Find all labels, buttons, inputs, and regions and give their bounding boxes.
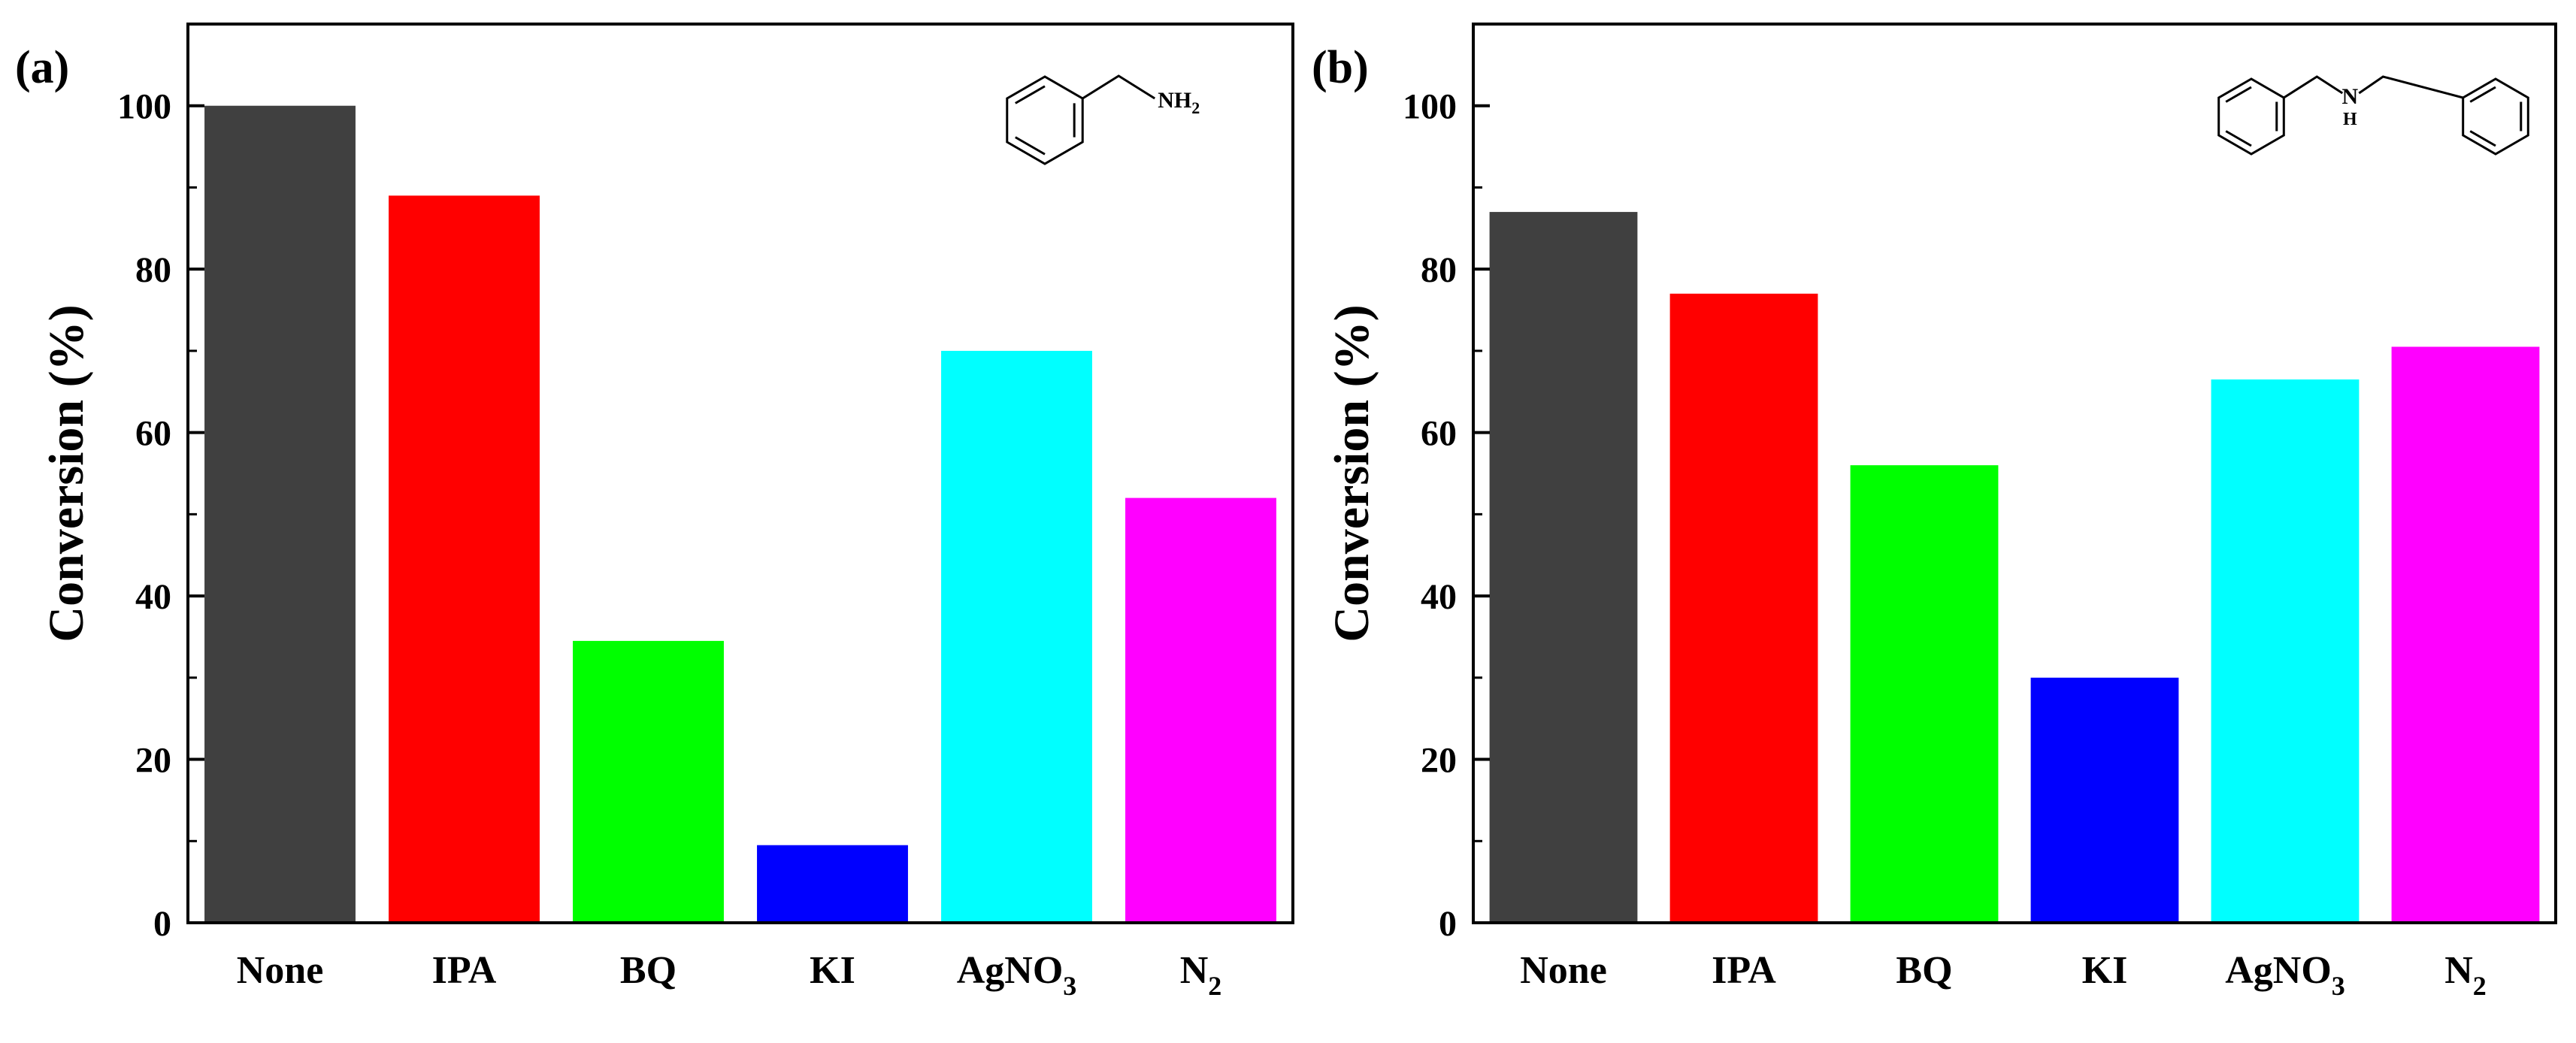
x-tick-label: AgNO3 [957, 949, 1077, 1001]
x-tick-label-main: None [1520, 949, 1607, 992]
bar-bq [1850, 465, 1999, 923]
y-tick-label: 80 [1421, 250, 1457, 290]
x-tick-label-main: BQ [1896, 949, 1952, 992]
y-tick-label: 0 [153, 904, 171, 944]
y-tick-label: 60 [1421, 414, 1457, 454]
bar-ipa [389, 195, 540, 923]
benzene-right-double-bond [2469, 130, 2496, 147]
benzene-left-ring [2217, 77, 2285, 156]
panel-label: (a) [15, 42, 69, 93]
x-tick-label-main: KI [810, 949, 855, 992]
panel-label: (b) [1312, 42, 1369, 93]
y-tick-label: 20 [1421, 741, 1457, 781]
benzene-right-ring [2462, 77, 2529, 156]
x-tick-label: KI [810, 949, 855, 992]
molecule-structure-icon: NH [2217, 75, 2529, 156]
molecule-label-main: NH [1158, 88, 1191, 113]
benzene-double-bond [1015, 136, 1046, 156]
plot-frame [1472, 23, 2557, 924]
bar-ki [757, 845, 908, 923]
y-axis-label: Conversion (%) [1324, 304, 1379, 642]
bar-ki [2030, 677, 2179, 923]
y-tick-label: 20 [135, 741, 171, 781]
y-tick-label: 80 [135, 250, 171, 290]
molecule-label: N [2341, 84, 2358, 109]
y-tick-label: 60 [135, 414, 171, 454]
x-tick-label-main: IPA [432, 949, 497, 992]
bar-agno3 [2211, 379, 2360, 923]
x-tick-label: None [237, 949, 324, 992]
benzene-left-double-bond [2225, 86, 2252, 103]
x-tick-label-main: AgNO [2225, 949, 2332, 992]
x-tick-label-main: None [237, 949, 324, 992]
bar-none [204, 105, 356, 923]
bar-ipa [1669, 293, 1818, 923]
x-tick-label-subscript: 2 [2473, 971, 2487, 1001]
molecule-label-h: H [2343, 110, 2357, 129]
x-tick-label-main: KI [2082, 949, 2128, 992]
y-tick-label: 100 [117, 87, 171, 127]
x-tick-label-main: N [2444, 949, 2473, 992]
benzene-left-double-bond [2225, 130, 2252, 147]
molecule-structure-icon: NH2 [1006, 74, 1200, 165]
x-tick-label: N2 [1180, 949, 1222, 1001]
benzene-ring [1006, 75, 1084, 165]
x-tick-label-subscript: 3 [2332, 971, 2345, 1001]
x-tick-label-subscript: 3 [1063, 971, 1076, 1001]
molecule-label: NH2 [1158, 88, 1200, 117]
x-tick-label: None [1520, 949, 1607, 992]
x-tick-label: BQ [620, 949, 677, 992]
benzene-right-double-bond [2469, 86, 2496, 103]
x-tick-label: AgNO3 [2225, 949, 2345, 1001]
benzene-double-bond [1015, 85, 1046, 104]
x-tick-label-main: IPA [1712, 949, 1776, 992]
y-tick-label: 0 [1439, 904, 1457, 944]
y-tick-label: 40 [1421, 577, 1457, 617]
x-tick-label-main: BQ [620, 949, 677, 992]
x-tick-label: KI [2082, 949, 2128, 992]
y-tick-label: 100 [1403, 87, 1457, 127]
chain-bond-right [2358, 75, 2464, 99]
x-tick-label-main: N [1180, 949, 1209, 992]
x-tick-label: IPA [432, 949, 497, 992]
y-axis-label: Conversion (%) [39, 304, 94, 642]
bar-n2 [2391, 346, 2540, 923]
plot-frame [186, 23, 1294, 924]
bar-none [1489, 212, 1638, 923]
bar-bq [573, 640, 724, 923]
chain-bond [1082, 74, 1156, 100]
bar-agno3 [941, 350, 1092, 924]
molecule-label-subscript: 2 [1191, 98, 1200, 117]
x-tick-label-subscript: 2 [1208, 971, 1221, 1001]
y-tick-label: 40 [135, 577, 171, 617]
x-tick-label-main: AgNO [957, 949, 1064, 992]
x-tick-label: IPA [1712, 949, 1776, 992]
bar-n2 [1125, 497, 1276, 923]
chain-bond-left [2283, 75, 2344, 99]
x-tick-label: BQ [1896, 949, 1952, 992]
x-tick-label: N2 [2444, 949, 2487, 1001]
